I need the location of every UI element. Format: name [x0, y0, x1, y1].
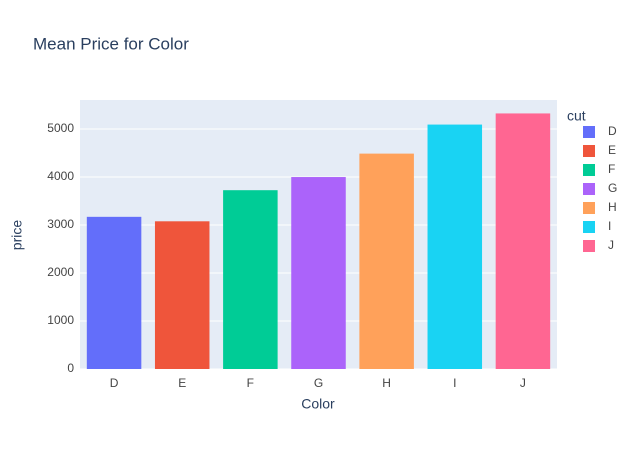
- legend-swatch: [583, 240, 595, 252]
- bar: [427, 124, 483, 370]
- bar: [291, 177, 346, 369]
- legend-label: H: [608, 200, 617, 214]
- y-tick-label: 3000: [47, 217, 74, 231]
- bar: [154, 221, 210, 369]
- legend-label: J: [608, 238, 614, 252]
- bar: [86, 216, 142, 369]
- bar: [223, 190, 278, 369]
- legend-label: G: [608, 181, 617, 195]
- x-tick-label: F: [247, 376, 254, 390]
- x-tick-label: J: [520, 376, 526, 390]
- legend-swatch: [583, 126, 595, 138]
- legend-label: F: [608, 162, 615, 176]
- chart-title: Mean Price for Color: [33, 34, 189, 53]
- y-tick-label: 5000: [47, 121, 74, 135]
- legend-title: cut: [567, 108, 586, 124]
- bar: [359, 153, 414, 369]
- x-tick-label: H: [382, 376, 391, 390]
- legend-label: I: [608, 219, 611, 233]
- y-tick-label: 0: [67, 361, 74, 375]
- legend-label: E: [608, 143, 616, 157]
- legend-swatch: [583, 221, 595, 233]
- legend-swatch: [583, 164, 595, 176]
- legend-swatch: [583, 145, 595, 157]
- x-tick-label: G: [314, 376, 323, 390]
- y-axis-label: price: [9, 220, 25, 251]
- legend-swatch: [583, 183, 595, 195]
- bar: [495, 113, 551, 369]
- y-tick-label: 4000: [47, 169, 74, 183]
- x-tick-label: I: [453, 376, 456, 390]
- legend-label: D: [608, 124, 617, 138]
- y-tick-label: 2000: [47, 265, 74, 279]
- y-tick-label: 1000: [47, 313, 74, 327]
- legend-swatch: [583, 202, 595, 214]
- x-tick-label: E: [178, 376, 186, 390]
- x-axis-label: Color: [301, 396, 335, 412]
- x-tick-label: D: [110, 376, 119, 390]
